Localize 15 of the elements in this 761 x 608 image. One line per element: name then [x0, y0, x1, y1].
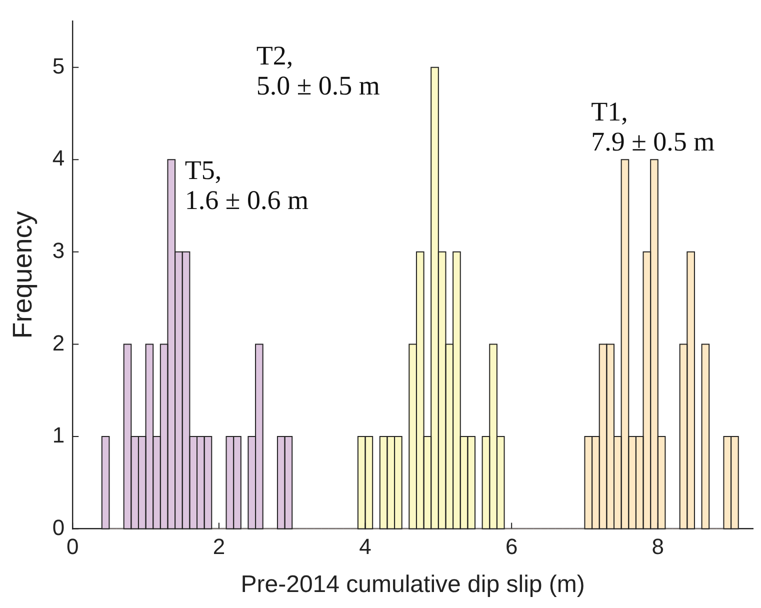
- annotation: T1, 7.9 ± 0.5 m: [591, 96, 715, 156]
- annotation: T2, 5.0 ± 0.5 m: [256, 40, 380, 101]
- y-tick-label: 2: [52, 330, 65, 356]
- x-tick-label: 8: [652, 534, 664, 560]
- x-axis-title: Pre-2014 cumulative dip slip (m): [240, 571, 585, 598]
- x-tick-label: 2: [212, 534, 226, 560]
- y-tick-label: 5: [52, 53, 65, 78]
- y-tick-label: 1: [52, 422, 65, 448]
- y-tick-label: 3: [52, 238, 65, 263]
- y-tick-label: 4: [52, 146, 65, 171]
- x-tick-label: 6: [505, 534, 518, 560]
- annotation: T5, 1.6 ± 0.6 m: [184, 154, 308, 215]
- y-axis-title: Frequency: [8, 210, 38, 339]
- y-tick-label: 0: [52, 514, 65, 540]
- x-tick-label: 4: [359, 534, 372, 560]
